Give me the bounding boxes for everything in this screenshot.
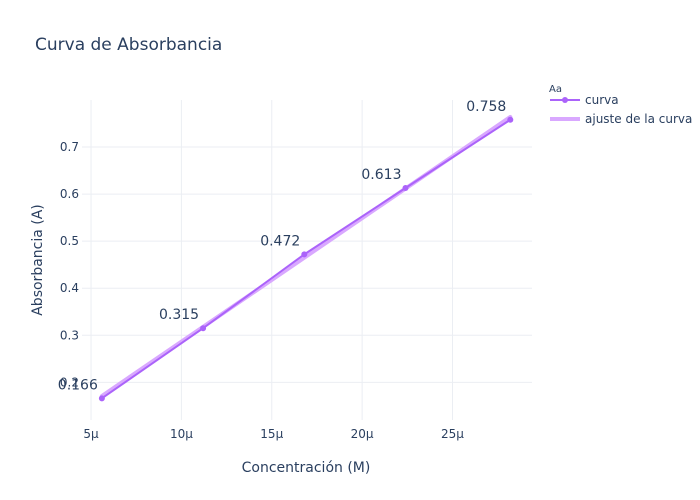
data-label: 0.613 [361,167,401,183]
legend-label-ajuste: ajuste de la curva [585,112,692,126]
legend-title: Aa [549,84,562,95]
chart-title: Curva de Absorbancia [35,35,222,55]
x-axis-ticks: 5μ 10μ 15μ 20μ 25μ [83,427,464,441]
x-axis-title: Concentración (M) [242,460,371,476]
x-tick-label: 15μ [260,427,283,441]
y-tick-label: 0.5 [60,234,79,248]
x-tick-label: 20μ [351,427,374,441]
legend[interactable]: Aa curva ajuste de la curva [549,84,692,126]
data-point [301,251,308,258]
legend-label-curva: curva [585,93,619,107]
data-point [507,116,514,123]
y-tick-label: 0.4 [60,281,79,295]
grid [82,100,532,420]
x-tick-label: 25μ [441,427,464,441]
data-labels: 0.166 0.315 0.472 0.613 0.758 [58,99,507,394]
y-axis-ticks: 0.2 0.3 0.4 0.5 0.6 0.7 [60,140,79,389]
plot-area [98,114,514,402]
y-tick-label: 0.3 [60,328,79,342]
data-point [402,185,409,191]
legend-marker-curva [562,97,568,103]
y-tick-label: 0.7 [60,140,79,154]
data-point [98,395,105,402]
x-tick-label: 10μ [170,427,193,441]
data-label: 0.315 [159,307,199,323]
series-line-curva [101,118,511,400]
legend-item-curva[interactable]: curva [550,93,619,107]
y-tick-label: 0.6 [60,187,79,201]
y-axis-title: Absorbancia (A) [30,204,46,316]
legend-item-ajuste[interactable]: ajuste de la curva [550,112,692,126]
data-label: 0.166 [58,377,98,393]
y-tick-label: 0.2 [60,375,79,389]
data-label: 0.758 [466,99,506,115]
data-point [200,325,207,332]
data-label: 0.472 [260,233,300,249]
x-tick-label: 5μ [83,427,99,441]
